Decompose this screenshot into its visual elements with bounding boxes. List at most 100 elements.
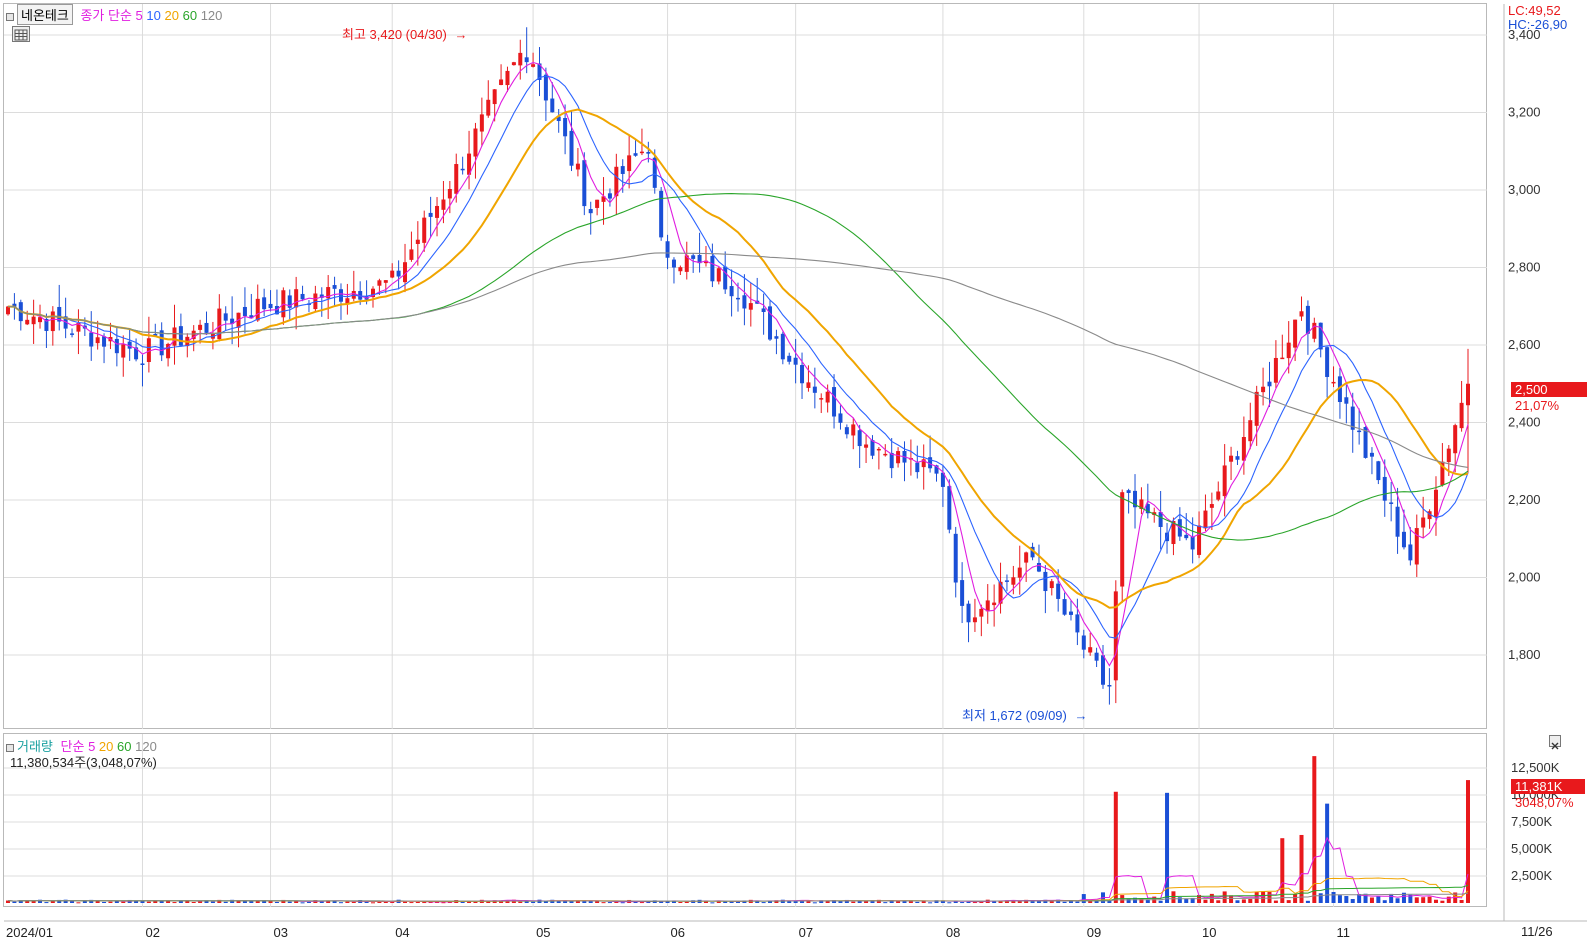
volume-bar: [1222, 891, 1227, 903]
candle-body: [1382, 476, 1387, 501]
volume-panel[interactable]: [3, 733, 1487, 907]
panel-toggle-icon[interactable]: [6, 12, 14, 21]
candle-body: [1024, 552, 1029, 563]
volume-bar: [1133, 897, 1138, 903]
volume-toggle-icon[interactable]: [6, 743, 14, 752]
candle-body: [1427, 511, 1432, 520]
x-tick-label: 08: [946, 925, 960, 940]
volume-bar: [595, 900, 600, 903]
price-tick-label: 1,800: [1508, 647, 1541, 662]
volume-bar: [70, 901, 75, 903]
volume-bar: [947, 902, 952, 904]
candle-body: [1280, 357, 1285, 360]
vol-ma5-label: 5: [88, 739, 96, 754]
volume-bar: [1241, 899, 1246, 903]
volume-bar: [1421, 897, 1426, 903]
candle-body: [505, 70, 510, 86]
volume-bar: [684, 901, 689, 903]
candle-body: [287, 295, 292, 308]
volume-bar: [281, 899, 286, 903]
volume-bar: [236, 900, 241, 903]
volume-bar: [1344, 896, 1349, 903]
x-tick-label: 09: [1087, 925, 1101, 940]
volume-bar: [1184, 898, 1189, 903]
candle-body: [44, 318, 49, 331]
candle-body: [1395, 506, 1400, 537]
volume-bar: [467, 900, 472, 903]
volume-bar: [736, 901, 740, 903]
candle-body: [665, 241, 670, 258]
volume-bar: [1030, 900, 1035, 903]
candle-body: [1036, 562, 1041, 572]
volume-bar: [172, 902, 177, 904]
candle-body: [467, 153, 472, 175]
volume-bar: [18, 900, 23, 903]
close-panel-icon[interactable]: [1549, 735, 1561, 750]
grid-table-icon[interactable]: [12, 26, 30, 42]
volume-bar: [6, 900, 10, 903]
candle-body: [1433, 489, 1438, 517]
candle-body: [768, 306, 773, 340]
vol-ma60-label: 60: [117, 739, 132, 754]
volume-bar: [902, 900, 907, 903]
volume-bar: [1337, 895, 1342, 903]
candle-body: [569, 130, 574, 166]
vol-ma60-line: [7, 884, 1469, 902]
volume-bar: [102, 901, 107, 903]
candle-body: [12, 303, 17, 307]
candle-body: [582, 160, 587, 207]
candle-body: [191, 330, 196, 340]
candle-body: [1357, 430, 1362, 433]
volume-bar: [44, 902, 49, 904]
volume-bar: [1190, 897, 1195, 903]
volume-bar: [633, 902, 638, 904]
candle-body: [422, 217, 427, 243]
candle-body: [1312, 322, 1317, 339]
volume-bar: [1299, 834, 1304, 903]
stock-name[interactable]: 네온테크: [17, 4, 73, 25]
volume-bar: [1395, 898, 1400, 903]
price-panel[interactable]: [3, 3, 1487, 729]
candle-body: [249, 315, 254, 319]
volume-bar: [896, 901, 901, 903]
candle-body: [857, 430, 862, 447]
volume-bar: [1203, 899, 1208, 903]
candle-body: [242, 306, 247, 317]
volume-bar: [774, 900, 779, 903]
volume-bar: [447, 901, 452, 903]
candle-body: [486, 99, 491, 116]
candle-body: [601, 196, 606, 202]
volume-bar: [345, 901, 350, 903]
volume-bar: [332, 900, 337, 903]
candle-body: [921, 459, 926, 468]
volume-bar: [1305, 900, 1310, 903]
volume-bar: [646, 901, 651, 903]
volume-bar: [825, 901, 830, 903]
volume-tick-label: 2,500K: [1511, 868, 1553, 883]
candle-body: [1068, 611, 1073, 615]
volume-bar: [1229, 895, 1234, 903]
volume-bar: [851, 901, 856, 903]
candle-body: [121, 344, 126, 358]
candle-body: [223, 313, 228, 321]
volume-tick-label: 5,000K: [1511, 841, 1553, 856]
volume-bar: [249, 900, 254, 903]
low-annotation: 최저 1,672 (09/09) →: [962, 705, 1088, 724]
candle-body: [1171, 520, 1176, 545]
x-tick-label: 06: [671, 925, 685, 940]
volume-bar: [1408, 894, 1413, 903]
candle-body: [1331, 381, 1336, 384]
volume-bar: [63, 899, 68, 903]
volume-bar: [1107, 900, 1112, 903]
candle-body: [1011, 577, 1016, 585]
volume-bar: [582, 900, 587, 903]
volume-bar: [921, 900, 926, 903]
candle-body: [31, 316, 36, 325]
candle-body: [710, 255, 715, 282]
candle-body: [998, 581, 1003, 604]
candle-body: [268, 303, 273, 309]
candle-body: [1062, 599, 1067, 615]
candle-body: [1081, 635, 1086, 650]
candle-body: [1203, 510, 1208, 529]
candle-body: [198, 324, 203, 330]
